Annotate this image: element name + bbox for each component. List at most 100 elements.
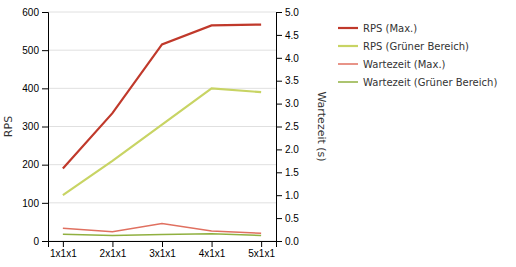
tick: 3x1x1 [149, 241, 176, 259]
axis-line [277, 13, 283, 242]
tick-label: 5x1x1 [248, 248, 275, 259]
tick-mark [42, 241, 48, 242]
legend-item: Wartezeit (Max.) [338, 59, 446, 70]
tick-label: 0.5 [285, 213, 299, 224]
tick-label: 100 [22, 198, 39, 209]
axis-line [42, 13, 49, 242]
grid-line [48, 50, 276, 51]
grid-line [48, 202, 276, 203]
y2-axis: 0.0 0.5 1.0 1.5 2.0 2.5 3.0 3.5 4.0 4.5 5.0 [276, 7, 299, 247]
tick-mark [276, 195, 282, 196]
legend: RPS (Max.) RPS (Grüner Bereich) Wartezeit … [338, 23, 497, 88]
legend-item: Wartezeit (Grüner Bereich) [338, 77, 497, 88]
y-axis: 0 100 200 300 400 500 600 [22, 7, 48, 247]
tick-mark [276, 127, 282, 128]
grid-line [48, 126, 276, 127]
axis-line [49, 242, 277, 248]
tick-mark [261, 241, 262, 247]
tick-label: 0.0 [285, 236, 299, 247]
tick-mark [276, 12, 282, 13]
tick: 0.5 [276, 213, 299, 224]
tick-mark [42, 88, 48, 89]
tick-mark [42, 50, 48, 51]
tick-label: 4x1x1 [199, 248, 226, 259]
grid-line [48, 88, 276, 89]
chart: 1x1x1 2x1x1 3x1x1 4x1x1 5x1x1 0 100 200 300 400 50… [0, 0, 516, 267]
legend-swatch [338, 81, 358, 83]
legend-item: RPS (Max.) [338, 23, 417, 34]
series-line [63, 25, 261, 169]
legend-label: Wartezeit (Grüner Bereich) [363, 77, 497, 88]
tick: 1x1x1 [50, 241, 77, 259]
tick-mark [276, 218, 282, 219]
tick: 200 [22, 159, 48, 170]
tick-label: 3.5 [285, 75, 299, 86]
tick: 600 [22, 7, 48, 18]
tick-label: 1x1x1 [50, 248, 77, 259]
tick: 1.0 [276, 190, 299, 201]
series-line [63, 224, 261, 234]
tick-label: 500 [22, 45, 39, 56]
legend-label: RPS (Grüner Bereich) [363, 41, 469, 52]
tick: 2.5 [276, 121, 299, 132]
grid-line [48, 164, 276, 165]
tick-mark [276, 149, 282, 150]
x-axis: 1x1x1 2x1x1 3x1x1 4x1x1 5x1x1 [49, 241, 277, 259]
legend-item: RPS (Grüner Bereich) [338, 41, 469, 52]
tick: 4.5 [276, 30, 299, 41]
tick-mark [276, 81, 282, 82]
tick-label: 600 [22, 7, 39, 18]
tick: 5.0 [276, 7, 299, 18]
tick-mark [42, 12, 48, 13]
tick-mark [42, 165, 48, 166]
series-line [63, 88, 261, 195]
tick: 5x1x1 [248, 241, 275, 259]
tick-mark [42, 127, 48, 128]
tick: 2x1x1 [100, 241, 127, 259]
tick: 0.0 [276, 236, 299, 247]
tick-mark [276, 104, 282, 105]
plot: 1x1x1 2x1x1 3x1x1 4x1x1 5x1x1 0 100 200 300 400 50… [2, 7, 328, 259]
tick-label: 3x1x1 [149, 248, 176, 259]
grid [48, 12, 276, 241]
tick-mark [42, 203, 48, 204]
series-group [63, 25, 261, 236]
legend-label: RPS (Max.) [363, 23, 417, 34]
tick: 500 [22, 45, 48, 56]
tick-label: 400 [22, 83, 39, 94]
tick: 3.0 [276, 98, 299, 109]
tick-label: 200 [22, 159, 39, 170]
tick-label: 2.5 [285, 121, 299, 132]
legend-swatch [338, 45, 358, 47]
tick-label: 0 [33, 236, 39, 247]
y2-axis-title: Wartezeit (s) [315, 91, 328, 161]
tick-mark [63, 241, 64, 247]
tick-label: 5.0 [285, 7, 299, 18]
tick: 400 [22, 83, 48, 94]
series-line [63, 234, 261, 236]
tick-label: 4.5 [285, 30, 299, 41]
tick-label: 1.5 [285, 167, 299, 178]
tick-mark [276, 35, 282, 36]
legend-label: Wartezeit (Max.) [363, 59, 446, 70]
tick: 4.0 [276, 53, 299, 64]
tick: 4x1x1 [199, 241, 226, 259]
tick: 3.5 [276, 75, 299, 86]
tick-mark [112, 241, 113, 247]
tick-mark [276, 241, 282, 242]
tick: 100 [22, 198, 48, 209]
tick-mark [212, 241, 213, 247]
legend-swatch [338, 63, 358, 65]
tick-mark [162, 241, 163, 247]
tick: 1.5 [276, 167, 299, 178]
y-axis-title: RPS [2, 116, 15, 137]
grid-line [48, 12, 276, 13]
tick: 2.0 [276, 144, 299, 155]
tick-label: 3.0 [285, 98, 299, 109]
tick-mark [276, 58, 282, 59]
tick-label: 2.0 [285, 144, 299, 155]
tick-mark [276, 172, 282, 173]
legend-swatch [338, 27, 358, 29]
tick-label: 4.0 [285, 53, 299, 64]
tick-label: 300 [22, 121, 39, 132]
